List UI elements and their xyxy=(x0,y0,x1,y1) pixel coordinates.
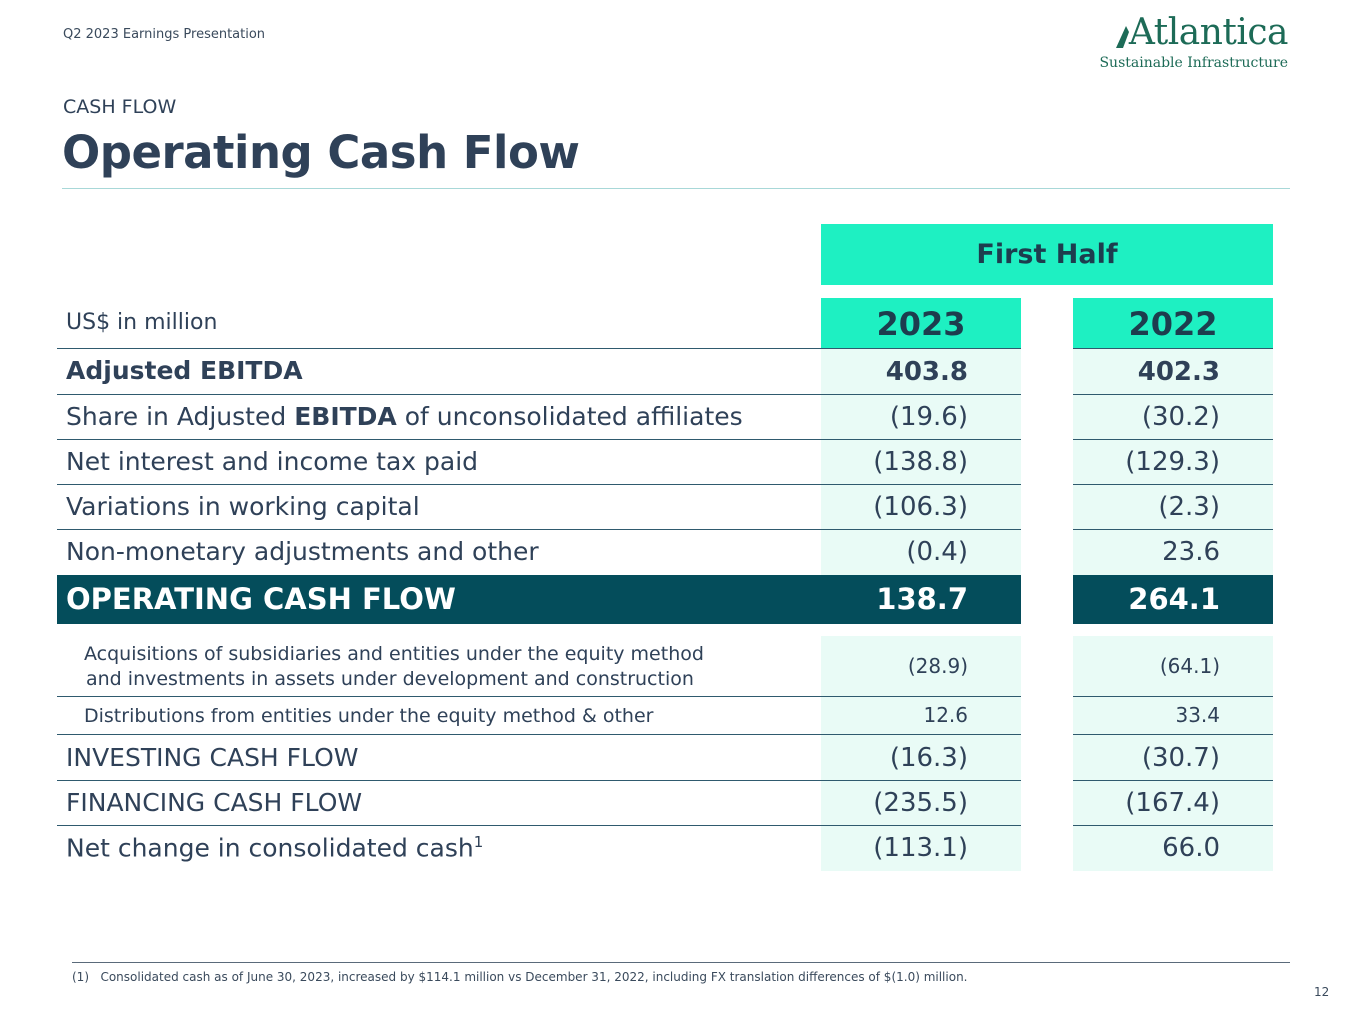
value-net-2022: 66.0 xyxy=(1162,833,1220,863)
row-divider xyxy=(57,825,1021,826)
value-share-2023: (19.6) xyxy=(889,402,968,432)
footnote-marker: (1) xyxy=(72,970,89,984)
row-label-financing-cash-flow: FINANCING CASH FLOW xyxy=(66,788,363,817)
value-net-2023: (113.1) xyxy=(873,833,968,863)
label-line: Acquisitions of subsidiaries and entitie… xyxy=(84,643,704,665)
value-acq-2022: (64.1) xyxy=(1159,654,1220,678)
value-icf-2022: (30.7) xyxy=(1141,743,1220,773)
title-divider xyxy=(62,188,1290,189)
period-header: First Half xyxy=(821,224,1273,285)
logo-tagline: Sustainable Infrastructure xyxy=(1099,55,1288,71)
value-fcf-2023: (235.5) xyxy=(873,788,968,818)
label-part: Share in Adjusted xyxy=(66,402,295,431)
footnote-divider xyxy=(72,962,1290,963)
row-divider xyxy=(1073,825,1273,826)
value-acq-2023: (28.9) xyxy=(907,654,968,678)
row-label-operating-cash-flow: OPERATING CASH FLOW xyxy=(66,582,456,616)
row-divider xyxy=(57,484,1021,485)
row-label-investing-cash-flow: INVESTING CASH FLOW xyxy=(66,743,359,772)
row-label-acquisitions: Acquisitions of subsidiaries and entitie… xyxy=(84,642,704,692)
year-2023-header: 2023 xyxy=(821,298,1021,349)
footnote-ref: 1 xyxy=(473,833,484,851)
footnote: (1) Consolidated cash as of June 30, 202… xyxy=(72,970,968,984)
label-part-bold: EBITDA xyxy=(294,402,397,431)
label-part: of unconsolidated affiliates xyxy=(396,402,743,431)
row-divider xyxy=(1073,348,1273,349)
row-divider xyxy=(1073,780,1273,781)
value-interest-2023: (138.8) xyxy=(873,447,968,477)
col-2023-bg-top xyxy=(821,349,1021,575)
row-divider xyxy=(1073,439,1273,440)
col-2022-bg-top xyxy=(1073,349,1273,575)
value-ocf-2022: 264.1 xyxy=(1128,582,1220,616)
row-divider xyxy=(57,529,1021,530)
value-share-2022: (30.2) xyxy=(1141,402,1220,432)
col-2023-bg-bottom xyxy=(821,636,1021,871)
ocf-total-bar xyxy=(57,575,1021,624)
row-divider xyxy=(1073,484,1273,485)
presentation-label: Q2 2023 Earnings Presentation xyxy=(63,27,266,42)
page-title: Operating Cash Flow xyxy=(62,126,580,179)
section-label: CASH FLOW xyxy=(63,96,177,118)
row-divider xyxy=(1073,529,1273,530)
value-working-2023: (106.3) xyxy=(873,492,968,522)
row-divider xyxy=(57,348,1021,349)
row-label-working-capital: Variations in working capital xyxy=(66,492,420,521)
value-ocf-2023: 138.7 xyxy=(876,582,968,616)
row-label-non-monetary: Non-monetary adjustments and other xyxy=(66,537,539,566)
row-label-distributions: Distributions from entities under the eq… xyxy=(84,705,654,727)
row-divider xyxy=(1073,394,1273,395)
row-divider xyxy=(57,734,1021,735)
year-2022-header: 2022 xyxy=(1073,298,1273,349)
value-fcf-2022: (167.4) xyxy=(1125,788,1220,818)
row-divider xyxy=(57,696,1021,697)
row-divider xyxy=(57,780,1021,781)
value-dist-2023: 12.6 xyxy=(923,703,968,727)
label-text: Net change in consolidated cash xyxy=(66,833,474,863)
row-divider xyxy=(1073,696,1273,697)
row-label-adjusted-ebitda: Adjusted EBITDA xyxy=(66,356,303,385)
ocf-total-bar-2022 xyxy=(1073,575,1273,624)
logo-wordmark: Atlantica xyxy=(1128,12,1289,53)
value-ebitda-2023: 403.8 xyxy=(885,357,968,387)
value-nonmon-2023: (0.4) xyxy=(906,537,968,567)
row-label-net-interest: Net interest and income tax paid xyxy=(66,447,479,476)
row-divider xyxy=(57,394,1021,395)
logo-arrow-icon xyxy=(1116,26,1129,48)
value-interest-2022: (129.3) xyxy=(1125,447,1220,477)
value-ebitda-2022: 402.3 xyxy=(1137,357,1220,387)
row-label-net-change-cash: Net change in consolidated cash1 xyxy=(66,833,483,862)
row-label-share-ebitda: Share in Adjusted EBITDA of unconsolidat… xyxy=(66,402,743,431)
units-label: US$ in million xyxy=(66,310,218,335)
row-divider xyxy=(57,439,1021,440)
footnote-text: Consolidated cash as of June 30, 2023, i… xyxy=(100,970,968,984)
value-icf-2023: (16.3) xyxy=(889,743,968,773)
page-number: 12 xyxy=(1314,985,1330,999)
value-nonmon-2022: 23.6 xyxy=(1162,537,1220,567)
company-logo: Atlantica Sustainable Infrastructure xyxy=(1098,12,1288,74)
row-divider xyxy=(1073,734,1273,735)
label-line: and investments in assets under developm… xyxy=(86,668,694,690)
col-2022-bg-bottom xyxy=(1073,636,1273,871)
value-working-2022: (2.3) xyxy=(1158,492,1220,522)
value-dist-2022: 33.4 xyxy=(1175,703,1220,727)
